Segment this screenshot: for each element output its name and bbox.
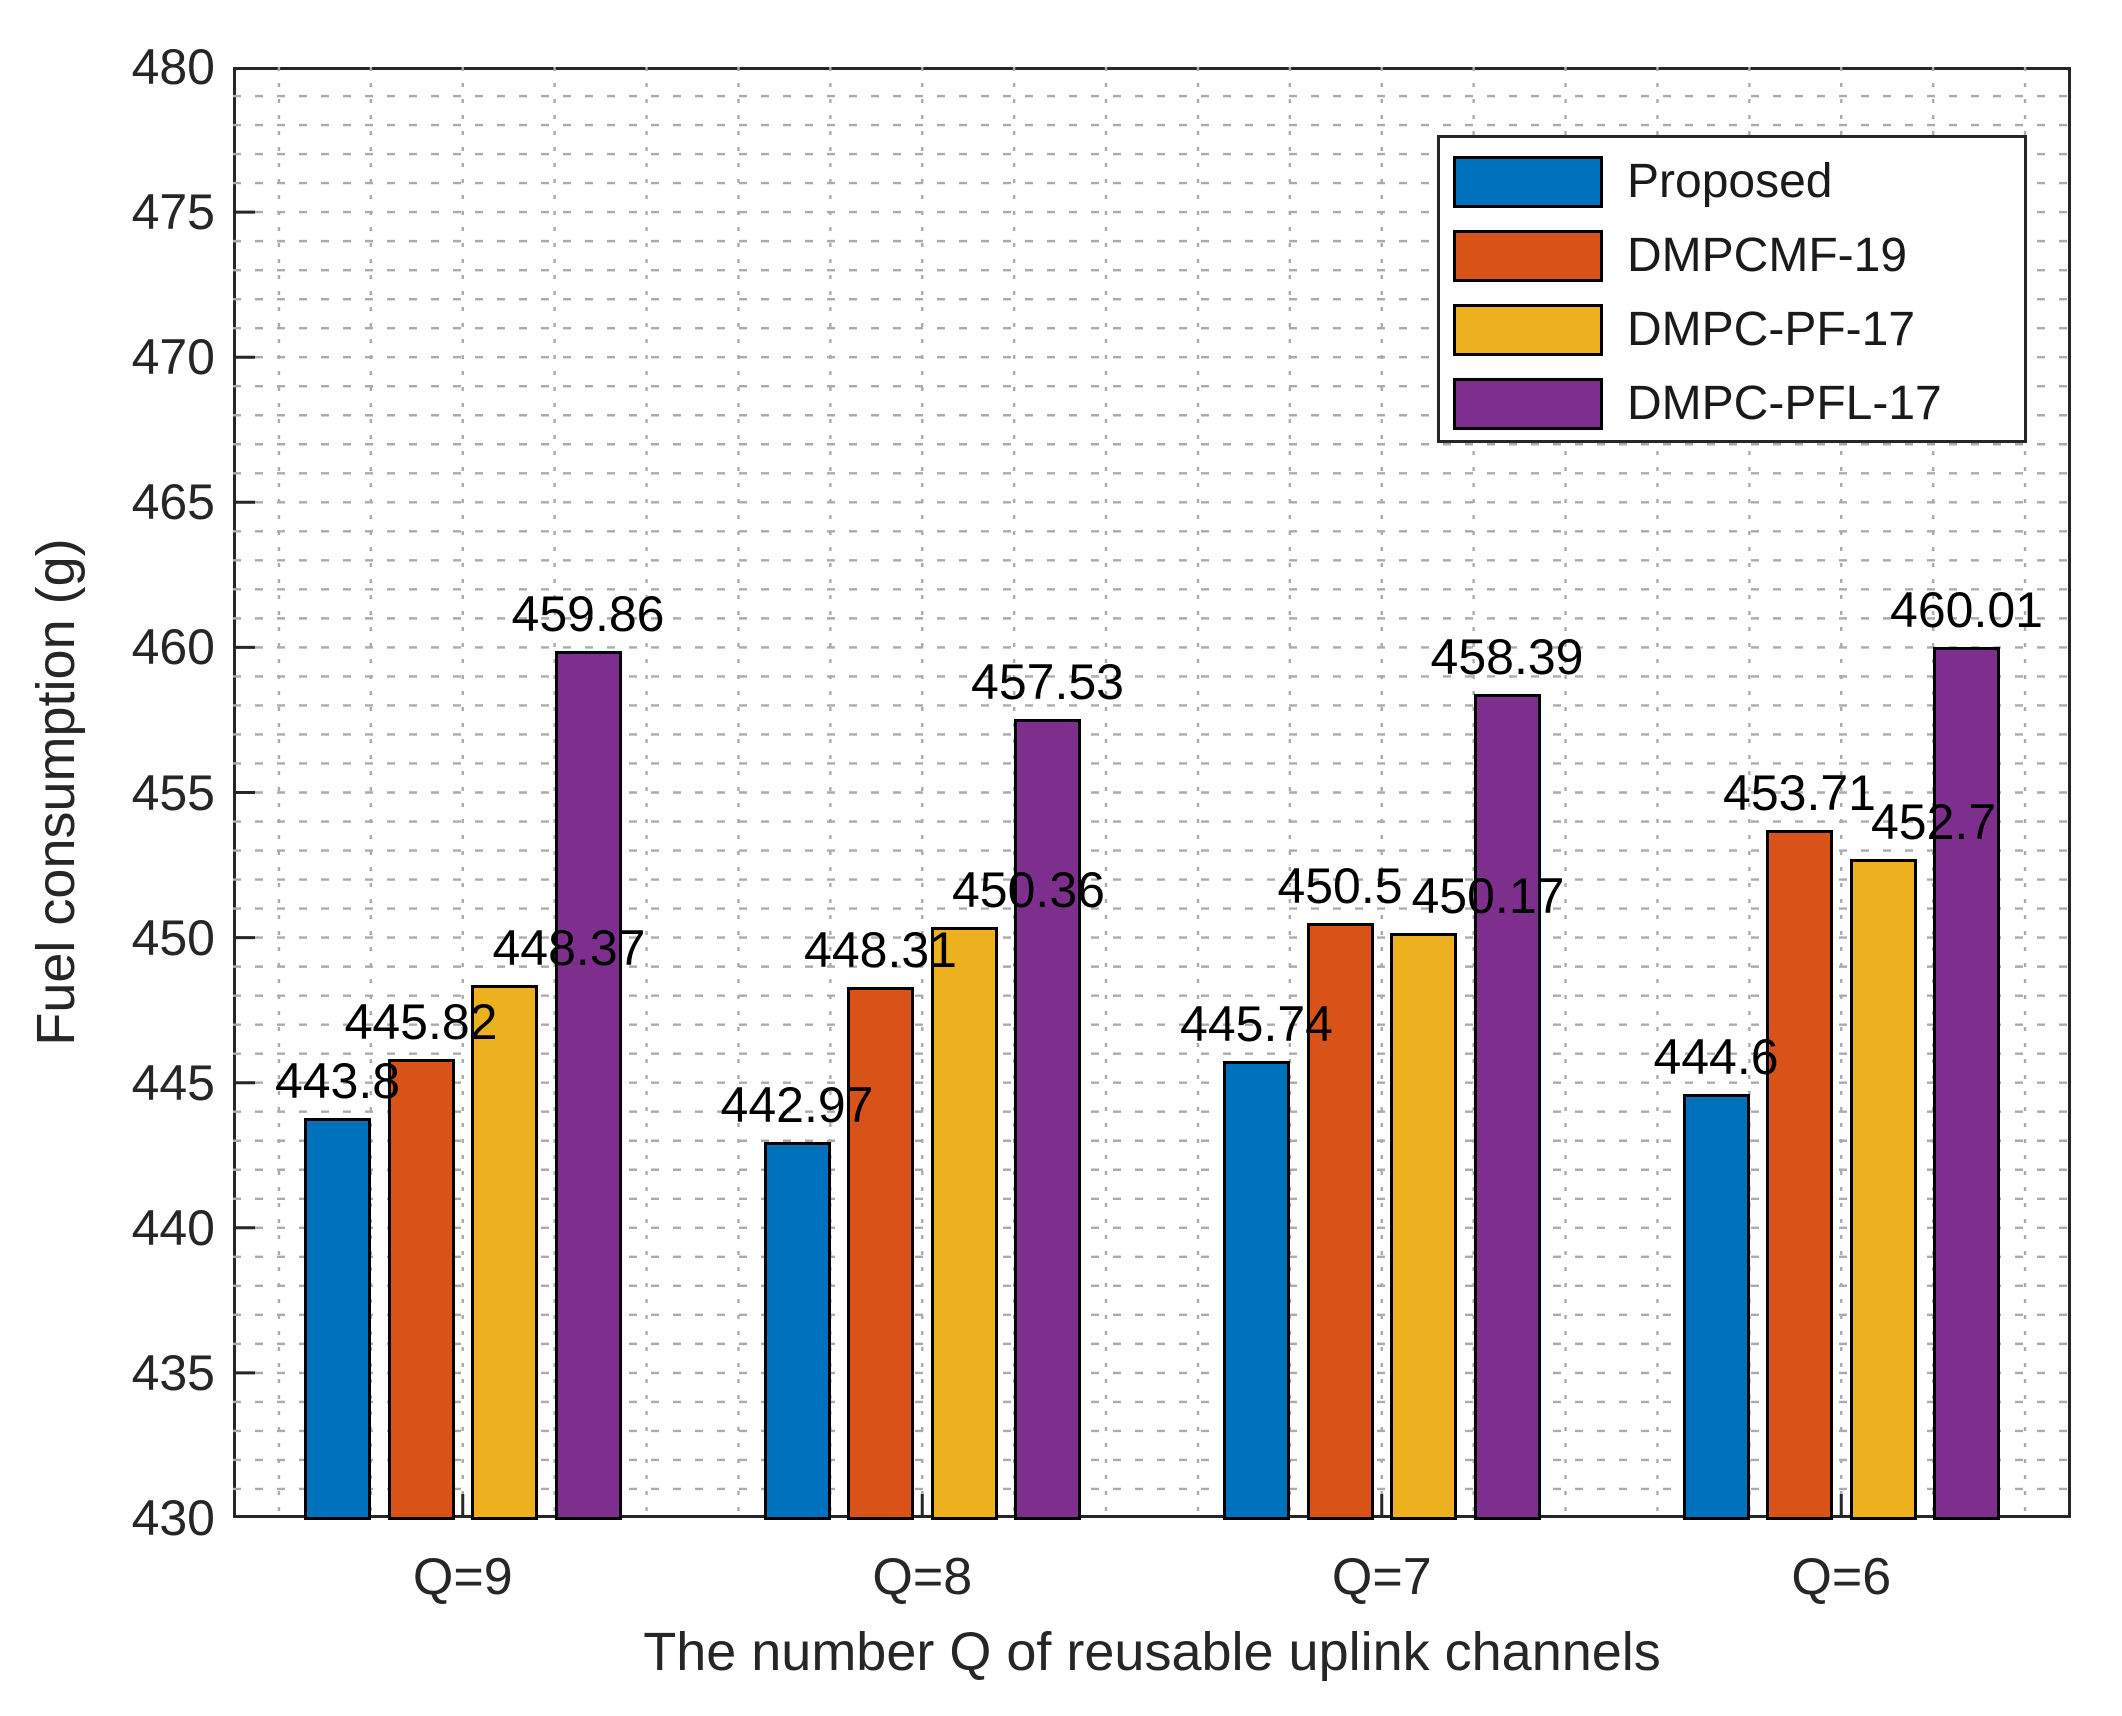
bar [930,927,998,1520]
bar-value-label: 450.17 [1411,867,1565,924]
x-tick-label: Q=6 [1791,1548,1892,1606]
legend-label: DMPC-PF-17 [1627,303,1916,356]
bar-value-label: 443.8 [274,1052,401,1109]
y-tick-label: 450 [131,909,215,966]
dmpc-pfl-17-swatch [1453,378,1603,430]
bar [1933,647,2000,1520]
bar-value-label: 445.82 [344,993,498,1050]
bar [471,984,538,1520]
y-tick-label: 465 [131,474,215,531]
bar-value-label: 453.71 [1723,764,1876,821]
dmpc-pf-17-swatch [1453,304,1603,356]
bar-value-label: 457.53 [971,654,1124,711]
legend-item: DMPC-PF-17 [1453,298,1915,362]
bar [1473,694,1541,1520]
bar [1682,1094,1750,1520]
bar [1014,719,1081,1520]
bar [763,1141,831,1520]
bar-value-label: 450.36 [952,862,1105,919]
bar-value-label: 450.5 [1277,858,1403,915]
legend-item: DMPC-PFL-17 [1453,372,1942,436]
y-tick-label: 480 [131,39,215,95]
bar [387,1058,455,1520]
bar [1766,829,1833,1520]
bar-value-label: 445.74 [1180,996,1333,1053]
bar-value-label: 452.7 [1871,794,1997,851]
x-tick-label: Q=8 [872,1548,973,1606]
dmpcmf-19-swatch [1453,230,1603,282]
y-tick-label: 475 [131,184,215,241]
y-tick-label: 435 [131,1344,215,1401]
bar-value-label: 444.6 [1653,1029,1779,1086]
x-axis-label: The number Q of reusable uplink channels [643,1622,1661,1682]
x-tick-label: Q=7 [1331,1548,1432,1606]
y-tick-label: 440 [131,1199,215,1256]
bar-value-label: 448.37 [492,919,646,976]
bar [1849,859,1917,1520]
y-tick-label: 445 [131,1054,215,1111]
bar-value-label: 458.39 [1430,629,1584,686]
y-tick-label: 460 [131,619,215,676]
bar [1306,923,1374,1520]
legend-item: Proposed [1453,150,1832,214]
y-tick-label: 430 [131,1490,215,1546]
y-tick-label: 455 [131,764,215,821]
bar [1223,1061,1290,1520]
bar-value-label: 448.31 [804,921,957,978]
legend-label: DMPC-PFL-17 [1627,377,1942,430]
bar-value-label: 442.97 [720,1076,874,1133]
legend-label: DMPCMF-19 [1627,229,1908,282]
bar-value-label: 460.01 [1890,582,2043,639]
bar [554,651,622,1520]
bar-value-label: 459.86 [511,586,665,643]
y-tick-label: 470 [131,329,215,386]
x-tick-label: Q=9 [412,1548,513,1606]
bar [304,1117,371,1520]
legend-item: DMPCMF-19 [1453,224,1907,288]
legend: Proposed DMPCMF-19 DMPC-PF-17 DMPC-PFL-17 [1437,135,2027,443]
legend-label: Proposed [1627,155,1833,208]
bar [847,986,914,1520]
bar [1390,932,1457,1520]
proposed-swatch [1453,156,1603,208]
